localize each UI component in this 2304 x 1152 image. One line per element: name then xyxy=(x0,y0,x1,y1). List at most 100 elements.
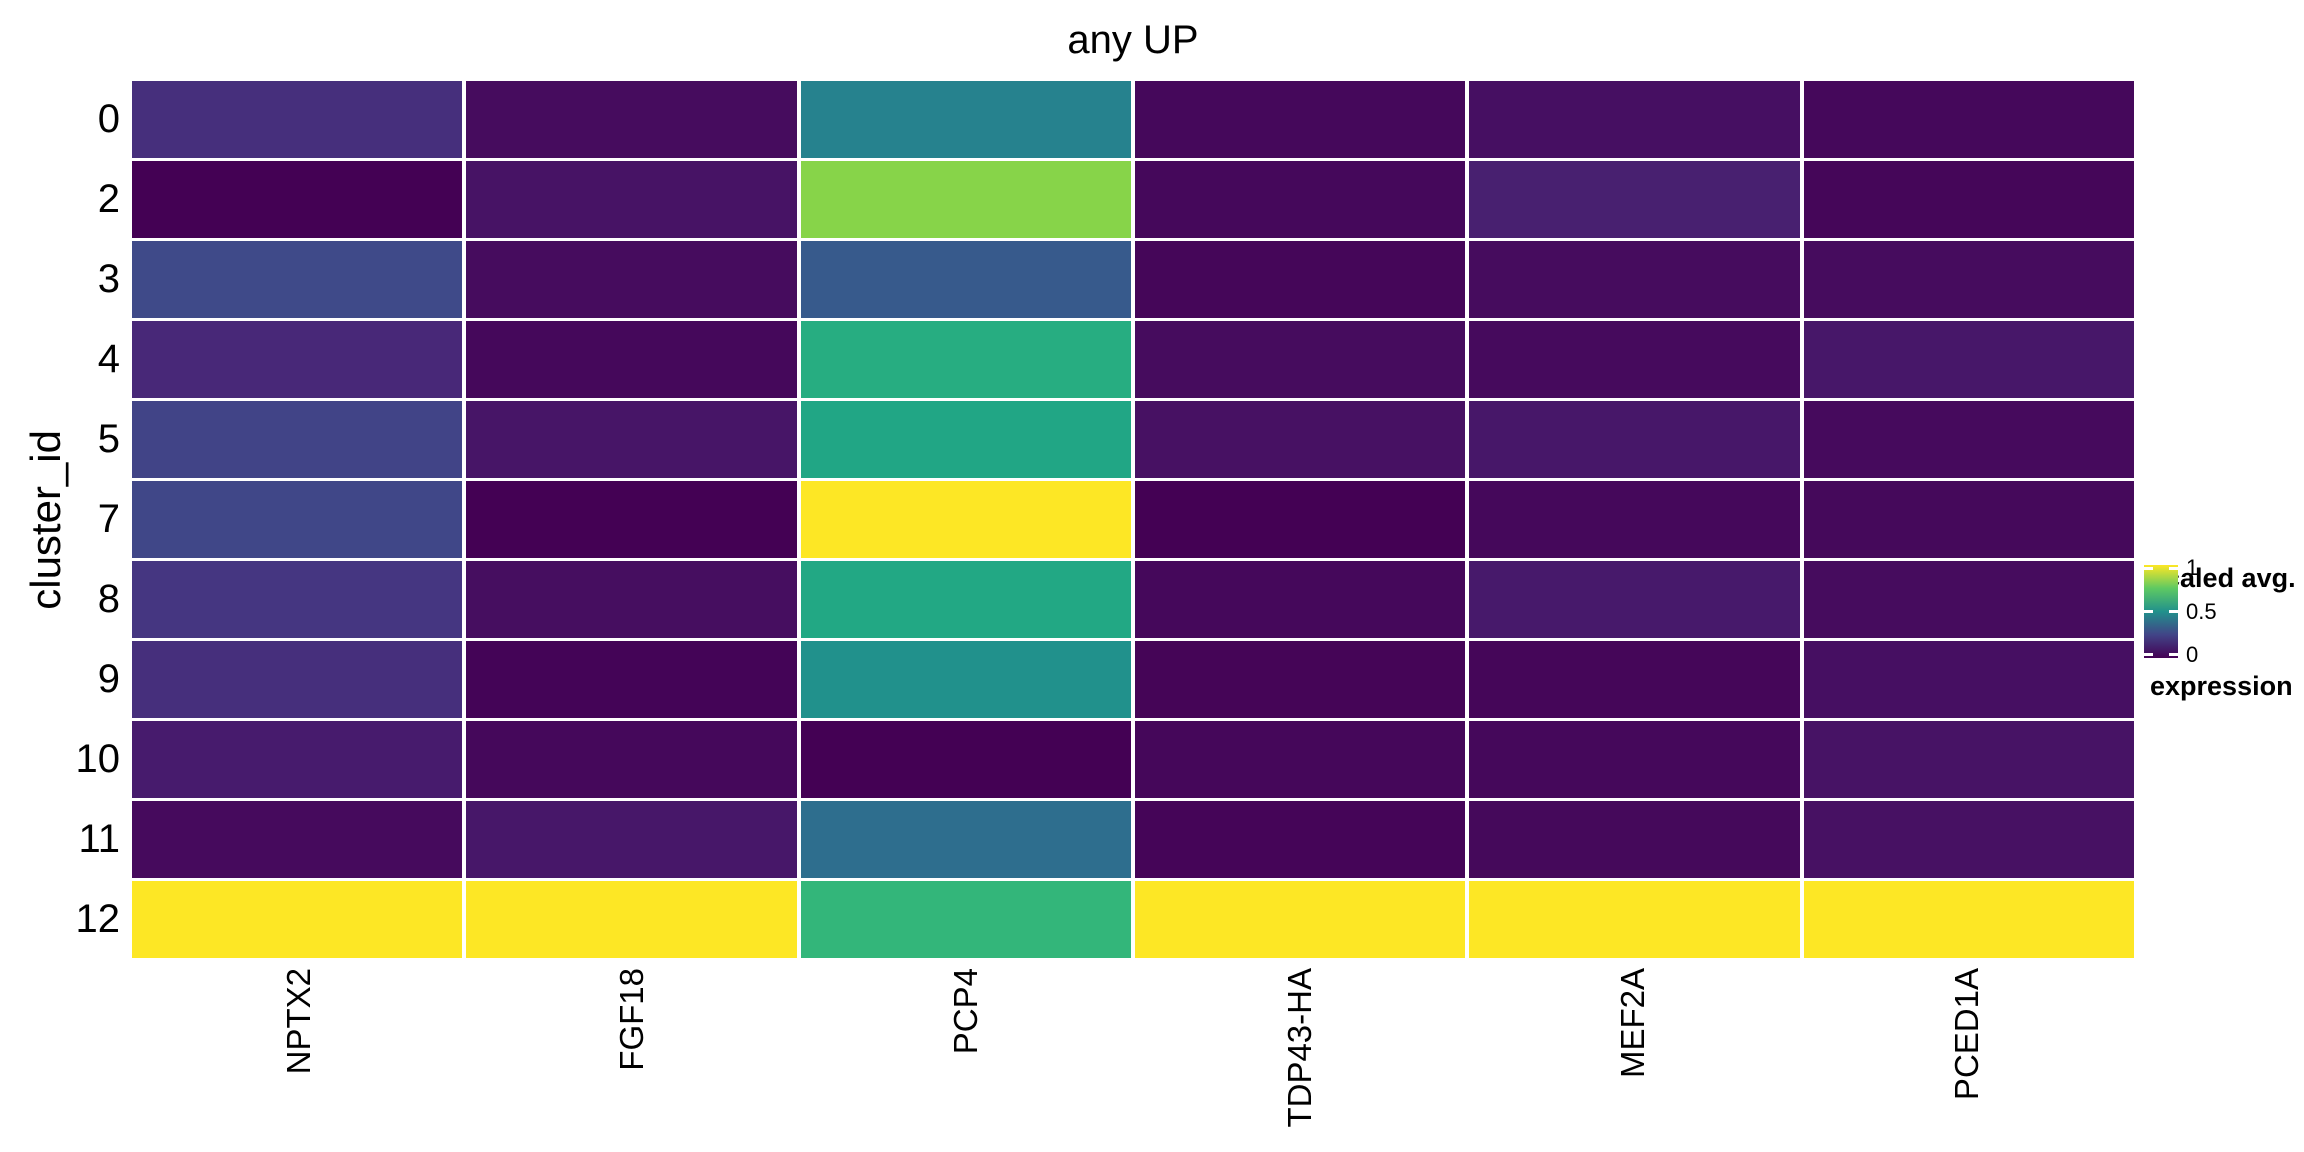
heatmap-cell xyxy=(1469,881,1800,958)
heatmap-cell xyxy=(1135,561,1466,638)
heatmap-cell xyxy=(800,481,1131,558)
heatmap-cell xyxy=(800,801,1131,878)
heatmap-cell xyxy=(1135,241,1466,318)
y-tick-label: 10 xyxy=(75,737,121,781)
heatmap-cell xyxy=(1803,321,2134,398)
y-tick-label: 4 xyxy=(97,337,120,381)
legend-tick-dash xyxy=(2144,566,2153,570)
heatmap-cell xyxy=(466,481,797,558)
heatmap-cell xyxy=(466,561,797,638)
heatmap-cell xyxy=(1135,881,1466,958)
heatmap-cell xyxy=(132,161,463,238)
y-tick-label: 12 xyxy=(75,897,121,941)
heatmap-cell xyxy=(1803,641,2134,718)
heatmap-cell xyxy=(1803,81,2134,158)
heatmap-cell xyxy=(1135,481,1466,558)
legend-tick-dash xyxy=(2144,653,2153,657)
x-tick-label-text: FGF18 xyxy=(613,968,651,1071)
y-tick-label: 7 xyxy=(97,497,120,541)
heatmap-cell xyxy=(466,801,797,878)
heatmap-cell xyxy=(1469,721,1800,798)
heatmap-cell xyxy=(1469,241,1800,318)
x-tick-label: TDP43-HA xyxy=(1133,968,1467,1148)
x-tick-label-text: MEF2A xyxy=(1614,968,1652,1079)
heatmap-cell xyxy=(1469,401,1800,478)
y-tick-label: 9 xyxy=(97,657,120,701)
heatmap-cell xyxy=(1469,561,1800,638)
heatmap-cell xyxy=(1803,401,2134,478)
legend-title-line2: expression xyxy=(2150,671,2293,701)
heatmap-cell xyxy=(1469,801,1800,878)
legend-title: scaled avg. expression xyxy=(2150,488,2296,776)
heatmap-cell xyxy=(1803,801,2134,878)
heatmap-cell xyxy=(1469,161,1800,238)
x-tick-label: NPTX2 xyxy=(132,968,466,1148)
heatmap-cell xyxy=(466,81,797,158)
heatmap-cell xyxy=(1135,401,1466,478)
heatmap-cell xyxy=(800,81,1131,158)
heatmap-cell xyxy=(1469,321,1800,398)
heatmap-cell xyxy=(1469,481,1800,558)
heatmap-cell xyxy=(1135,721,1466,798)
heatmap-cell xyxy=(800,241,1131,318)
x-tick-label-text: PCP4 xyxy=(947,968,985,1055)
y-tick-label: 8 xyxy=(97,577,120,621)
x-tick-label-text: NPTX2 xyxy=(279,968,317,1075)
heatmap-cell xyxy=(800,161,1131,238)
heatmap-cell xyxy=(466,161,797,238)
heatmap-cell xyxy=(132,561,463,638)
heatmap-cell xyxy=(800,321,1131,398)
heatmap-cell xyxy=(132,321,463,398)
heatmap-cell xyxy=(132,641,463,718)
x-tick-label: PCP4 xyxy=(799,968,1133,1148)
heatmap-cell xyxy=(466,241,797,318)
y-tick-label: 11 xyxy=(78,817,120,861)
y-tick-label: 5 xyxy=(97,417,120,461)
heatmap-cell xyxy=(132,81,463,158)
legend-tick-label: 1 xyxy=(2186,555,2199,581)
heatmap-cell xyxy=(466,321,797,398)
legend-tick-dash xyxy=(2144,610,2153,613)
x-tick-label-text: PCED1A xyxy=(1948,968,1986,1101)
heatmap-cell xyxy=(1135,801,1466,878)
heatmap-cell xyxy=(132,481,463,558)
heatmap-cell xyxy=(466,401,797,478)
heatmap-cell xyxy=(800,401,1131,478)
heatmap-cell xyxy=(800,561,1131,638)
heatmap-cell xyxy=(132,241,463,318)
heatmap-cell xyxy=(466,641,797,718)
x-axis-tick-labels: NPTX2 FGF18 PCP4 TDP43-HA MEF2A PCED1A xyxy=(132,968,2134,1148)
heatmap-cell xyxy=(132,801,463,878)
heatmap-cell xyxy=(466,721,797,798)
heatmap-cell xyxy=(1803,241,2134,318)
legend-tick-dash xyxy=(2169,610,2178,613)
heatmap-cell xyxy=(1135,641,1466,718)
heatmap-cell xyxy=(1803,161,2134,238)
heatmap-cell xyxy=(800,881,1131,958)
heatmap-cell xyxy=(132,401,463,478)
y-tick-label: 2 xyxy=(97,177,120,221)
legend-tick-dash xyxy=(2169,653,2178,657)
heatmap-cell xyxy=(132,881,463,958)
heatmap-cell xyxy=(800,721,1131,798)
legend-tick-labels: 1 0.5 0 xyxy=(2186,555,2296,666)
legend: scaled avg. expression 1 0.5 0 xyxy=(2144,488,2304,718)
legend-tick-dash xyxy=(2169,566,2178,570)
heatmap-grid xyxy=(132,81,2134,958)
plot-title: any UP xyxy=(1067,18,1199,62)
heatmap-cell xyxy=(1803,881,2134,958)
heatmap-cell xyxy=(132,721,463,798)
heatmap-cell xyxy=(1803,721,2134,798)
heatmap-cell xyxy=(466,881,797,958)
legend-colorbar xyxy=(2144,565,2178,658)
y-axis-tick-labels: 0 2 3 4 5 7 8 9 10 11 12 xyxy=(0,81,121,958)
x-tick-label: PCED1A xyxy=(1800,968,2134,1148)
heatmap-cell xyxy=(1135,161,1466,238)
heatmap-cell xyxy=(1469,641,1800,718)
y-tick-label: 3 xyxy=(97,257,120,301)
x-tick-label: MEF2A xyxy=(1467,968,1801,1148)
y-tick-label: 0 xyxy=(97,97,120,141)
heatmap-cell xyxy=(1469,81,1800,158)
legend-tick-label: 0 xyxy=(2186,641,2199,667)
